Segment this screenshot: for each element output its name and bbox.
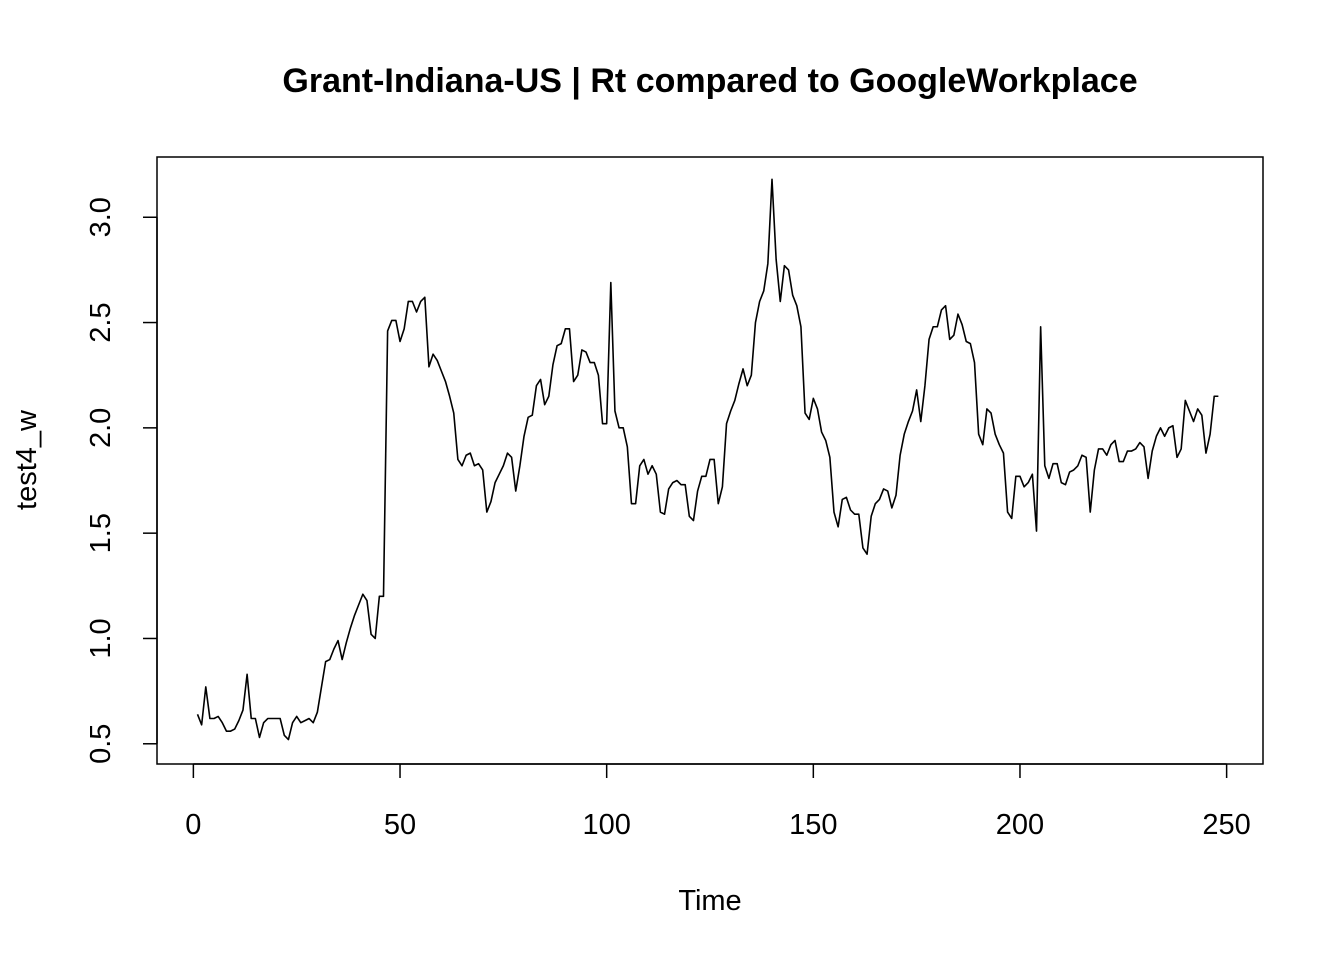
series-line [196,178,1219,741]
y-tick-label: 1.0 [85,618,117,658]
x-tick-label: 100 [582,809,630,841]
y-axis: 0.5 1.0 1.5 2.0 2.5 3.0 [85,197,158,764]
chart-title: Grant-Indiana-US | Rt compared to Google… [282,62,1137,100]
x-tick-label: 150 [789,809,837,841]
y-tick-label: 2.0 [85,408,117,448]
y-axis-label: test4_w [11,409,43,510]
x-tick-label: 50 [384,809,416,841]
y-tick-label: 0.5 [85,724,117,764]
y-tick-label: 1.5 [85,513,117,553]
x-tick-label: 250 [1202,809,1250,841]
x-tick-label: 200 [996,809,1044,841]
y-tick-label: 3.0 [85,197,117,237]
x-axis-label: Time [678,885,741,917]
y-tick-label: 2.5 [85,302,117,342]
x-tick-label: 0 [185,809,201,841]
x-axis: 0 50 100 150 200 250 [185,763,1251,841]
